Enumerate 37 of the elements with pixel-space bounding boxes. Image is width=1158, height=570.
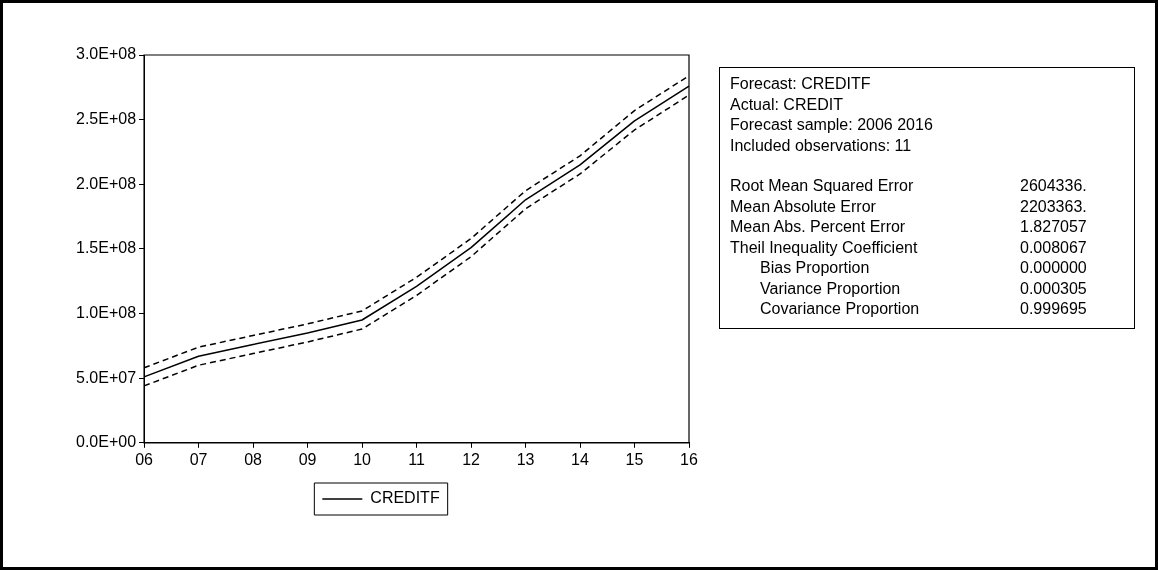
text: Theil Inequality Coefficient [730,237,919,258]
y-tick-label: 0.0E+00 [75,433,137,451]
text: Mean Abs. Percent Error [730,217,907,237]
text: 2203363. [1020,196,1087,217]
y-tick-label: 3.0E+08 [75,45,137,63]
text: 0.999695 [1020,299,1087,319]
y-tick-label: 5.0E+07 [75,368,137,386]
text: Forecast: CREDITF [730,74,872,94]
y-tick-label: 1.0E+08 [75,303,137,321]
x-tick-label: 12 [462,450,481,468]
text: Actual: CREDIT [730,94,844,115]
y-tick-label: 2.5E+08 [75,110,137,128]
text: 0.008067 [1020,237,1087,258]
x-tick-label: 08 [244,450,263,468]
text: 0.000000 [1020,258,1087,278]
text: Included observations: 11 [730,135,913,156]
x-tick-label: 06 [135,450,154,468]
y-tick-label: 1.5E+08 [75,239,137,257]
text: Mean Absolute Error [730,196,877,217]
x-tick-label: 16 [680,450,698,468]
text: Root Mean Squared Error [730,176,915,196]
text: 0.000305 [1020,278,1087,299]
text: 1.827057 [1020,217,1087,237]
text: Bias Proportion [759,258,871,278]
legend-label: CREDITF [370,489,440,507]
x-tick-label: 14 [571,450,590,468]
text: Covariance Proportion [759,299,921,319]
x-tick-label: 13 [516,450,535,468]
text: Forecast sample: 2006 2016 [730,115,934,135]
y-tick-label: 2.0E+08 [75,174,137,192]
text: Variance Proportion [759,278,902,299]
text: 2604336. [1020,176,1087,196]
x-tick-label: 07 [189,450,208,468]
x-tick-label: 11 [408,450,425,468]
x-tick-label: 15 [625,450,644,468]
x-tick-label: 10 [353,450,372,468]
x-tick-label: 09 [298,450,317,468]
